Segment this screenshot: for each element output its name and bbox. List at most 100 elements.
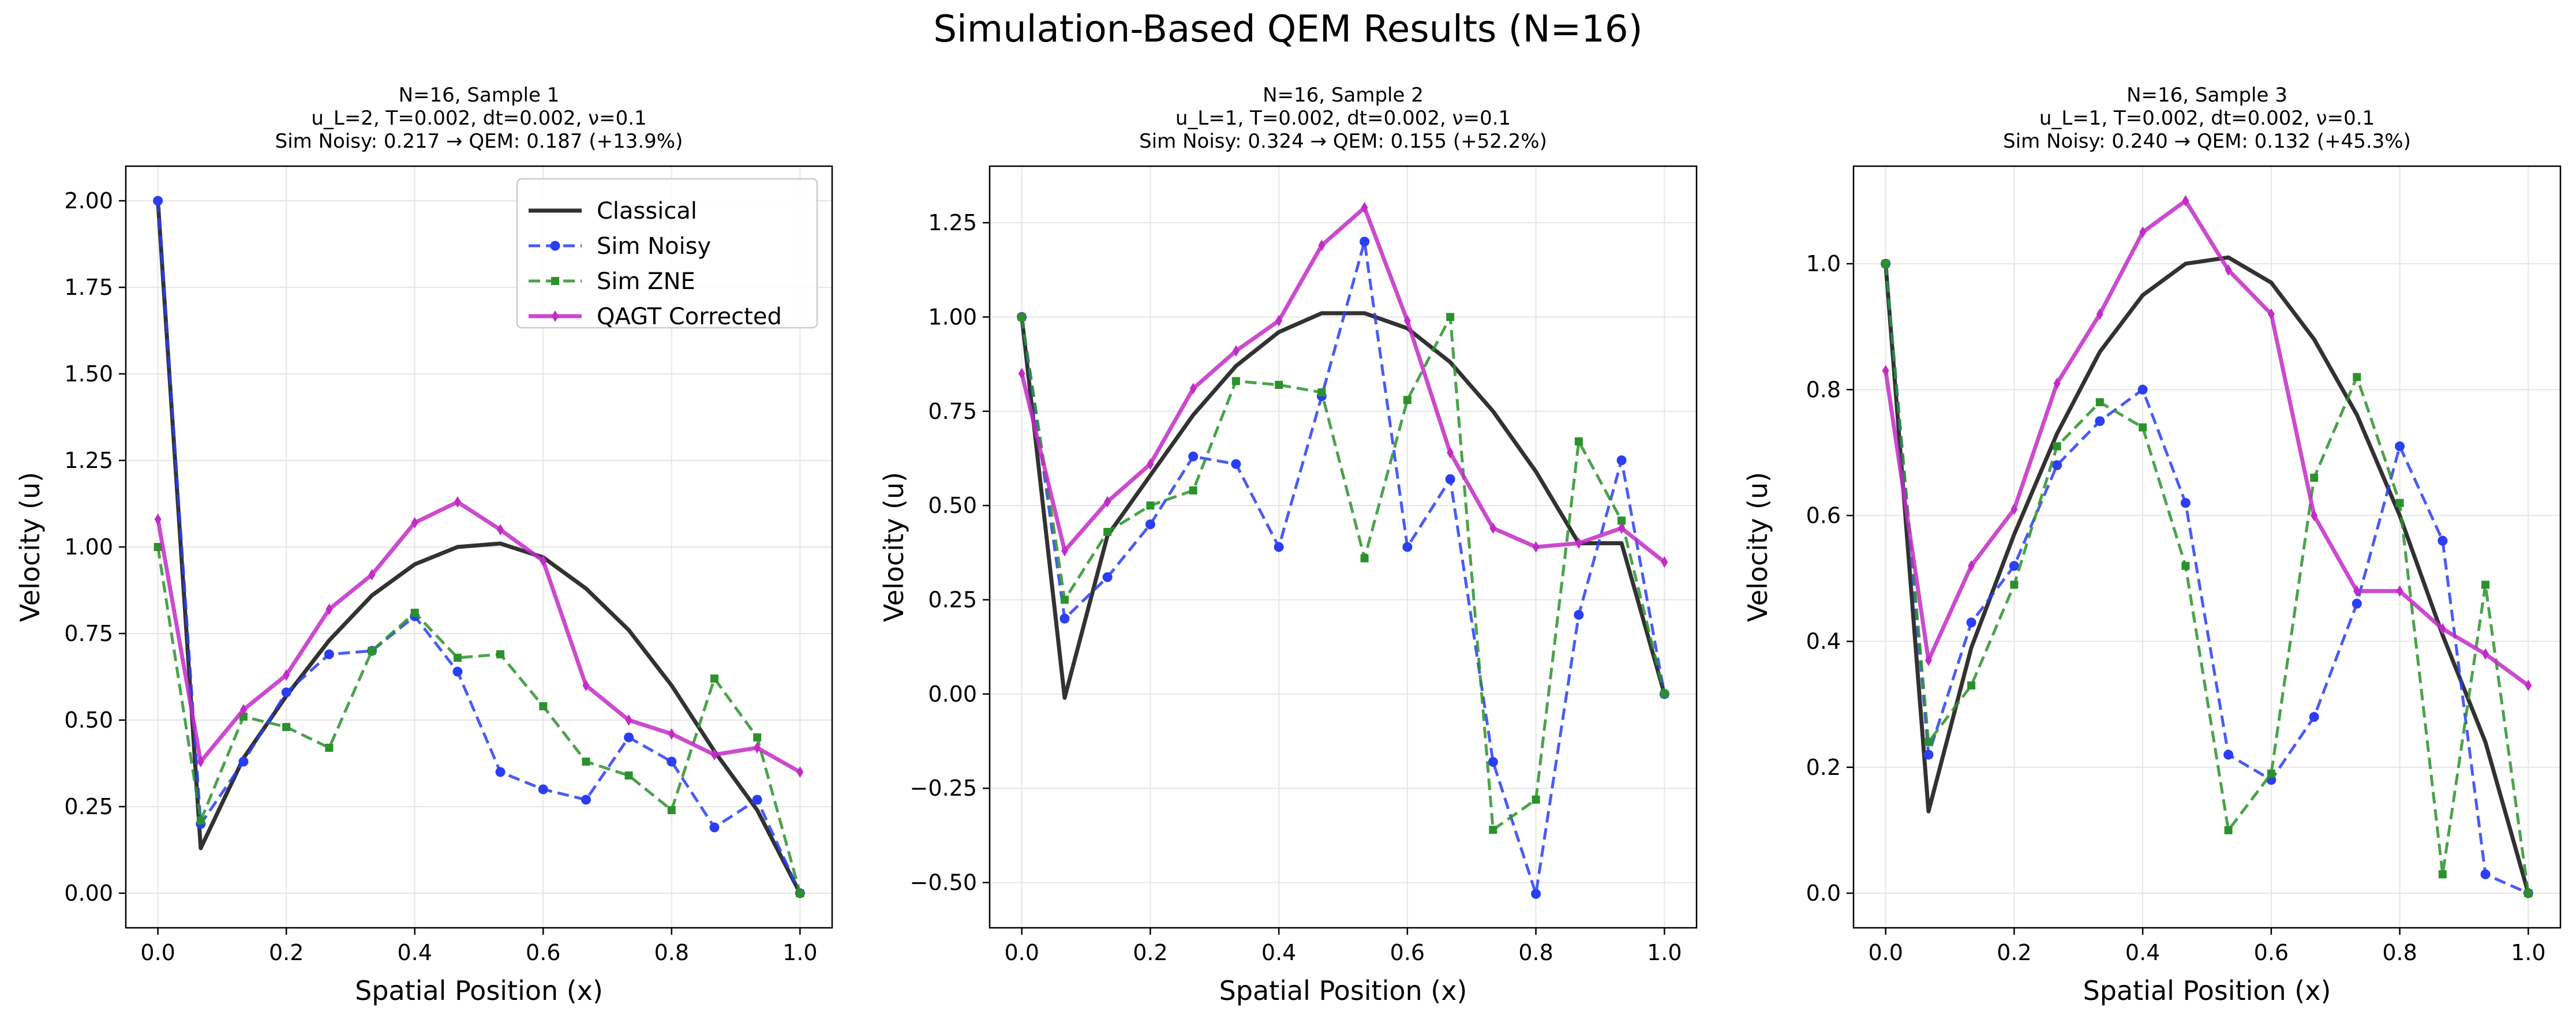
data-point-sim_zne (1881, 260, 1890, 268)
data-point-qagt (197, 756, 204, 767)
data-point-sim_zne (2438, 870, 2447, 879)
data-point-qagt (1575, 537, 1582, 549)
plot-data-area (1881, 195, 2533, 898)
subplot-title-line: u_L=2, T=0.002, dt=0.002, ν=0.1 (311, 107, 646, 130)
data-point-qagt (497, 524, 504, 535)
y-tick-label: −0.50 (910, 870, 977, 895)
data-point-sim_noisy (2309, 712, 2319, 722)
chart-panel-2: 0.0 0.2 0.4 0.6 0.8 1.0 −0.50 −0.25 0.00 0.25 0.50… (878, 84, 1698, 1006)
y-tick-label: 0.8 (1806, 377, 1841, 402)
data-point-sim_zne (2353, 373, 2361, 381)
data-point-qagt (283, 669, 290, 681)
y-tick-label: 1.50 (64, 361, 113, 387)
y-tick-label: 0.25 (928, 587, 977, 612)
data-point-qagt (2010, 503, 2018, 515)
data-point-sim_zne (1103, 527, 1112, 536)
data-point-qagt (2439, 623, 2446, 635)
data-point-qagt (454, 496, 461, 508)
data-point-sim_zne (1060, 595, 1069, 604)
data-point-sim_zne (1618, 516, 1626, 525)
data-point-qagt (411, 517, 418, 529)
series-line-classical (1020, 311, 1667, 700)
series-line-qagt (1884, 198, 2530, 687)
x-tick-label: 0.2 (269, 940, 304, 965)
data-point-sim_noisy (153, 196, 163, 206)
data-point-sim_zne (624, 771, 633, 780)
data-point-sim_noisy (1574, 610, 1584, 620)
data-point-sim_noisy (538, 784, 548, 795)
axes-frame (1852, 165, 2562, 929)
y-tick-label: 1.25 (928, 210, 977, 235)
data-point-sim_noisy (1923, 750, 1934, 760)
y-tick-label: 0.75 (64, 621, 113, 646)
data-point-sim_zne (1574, 437, 1583, 446)
y-tick-label: 0.6 (1806, 503, 1841, 528)
figure-title: Simulation-Based QEM Results (N=16) (933, 8, 1643, 51)
data-point-qagt (1104, 496, 1111, 508)
data-point-sim_zne (2310, 474, 2319, 482)
data-point-sim_zne (1317, 388, 1326, 397)
data-point-sim_zne (1967, 681, 1976, 690)
data-point-sim_noisy (1145, 519, 1155, 530)
series-line-qagt (1020, 205, 1666, 564)
axes-frame (989, 165, 1698, 929)
data-point-qagt (2482, 648, 2489, 660)
y-tick-label: 0.2 (1806, 755, 1841, 780)
data-point-qagt (668, 728, 675, 740)
subplot-title-line: u_L=1, T=0.002, dt=0.002, ν=0.1 (2039, 107, 2375, 130)
data-point-sim_zne (1189, 486, 1197, 494)
data-point-sim_noisy (1231, 459, 1241, 469)
data-point-sim_zne (410, 609, 419, 617)
data-point-sim_noisy (452, 666, 463, 677)
x-tick-label: 0.8 (1518, 940, 1553, 965)
data-point-qagt (1661, 556, 1668, 568)
data-point-qagt (1318, 239, 1326, 252)
x-tick-label: 0.6 (1390, 940, 1425, 965)
data-point-sim_noisy (1966, 617, 1976, 628)
data-point-sim_noisy (1531, 889, 1541, 899)
data-point-qagt (2139, 226, 2147, 238)
data-point-qagt (1361, 201, 1368, 213)
data-point-sim_noisy (624, 732, 634, 743)
series-line-sim_zne (1884, 263, 2530, 894)
data-point-qagt (1618, 522, 1626, 534)
chart-panel-3: 0.0 0.2 0.4 0.6 0.8 1.0 0.0 0.2 0.4 0.6 0.8 1.0 Spat… (1742, 84, 2562, 1006)
x-tick-label: 0.0 (1868, 940, 1903, 965)
legend-marker-sim_noisy (550, 241, 560, 251)
legend-box (516, 178, 818, 329)
series-line-sim_zne (156, 546, 802, 894)
data-point-sim_noisy (581, 795, 591, 805)
data-point-sim_zne (453, 654, 462, 662)
data-point-qagt (239, 704, 247, 715)
data-point-sim_noisy (2137, 384, 2148, 395)
data-point-sim_zne (1360, 554, 1369, 563)
data-point-qagt (1403, 314, 1411, 327)
data-point-qagt (1447, 447, 1454, 459)
x-tick-label: 0.4 (398, 940, 432, 965)
x-tick-label: 0.6 (526, 940, 560, 965)
x-axis-label: Spatial Position (x) (355, 975, 603, 1006)
x-tick-label: 0.0 (1004, 940, 1039, 965)
y-axis-label: Velocity (u) (1742, 472, 1773, 622)
data-point-qagt (2225, 264, 2232, 276)
data-point-qagt (2353, 585, 2361, 597)
data-point-sim_zne (1446, 313, 1455, 321)
data-point-sim_zne (282, 723, 291, 731)
data-point-sim_zne (1146, 501, 1155, 510)
data-point-qagt (1018, 368, 1025, 380)
y-tick-label: 1.00 (64, 534, 113, 560)
y-tick-label: 0.75 (928, 399, 977, 424)
data-point-sim_noisy (1402, 542, 1413, 552)
data-point-qagt (1532, 541, 1540, 553)
data-point-sim_noisy (1188, 451, 1199, 462)
data-point-qagt (1189, 383, 1197, 395)
data-point-sim_zne (368, 647, 376, 655)
data-point-sim_noisy (1488, 756, 1498, 767)
plot-data-area (153, 196, 805, 898)
data-point-sim_zne (1403, 396, 1411, 404)
subplot-title-line: Sim Noisy: 0.240 → QEM: 0.132 (+45.3%) (2003, 130, 2411, 153)
y-tick-label: 1.0 (1806, 251, 1841, 276)
x-tick-label: 0.4 (2125, 940, 2160, 965)
y-tick-label: 0.50 (64, 707, 113, 733)
